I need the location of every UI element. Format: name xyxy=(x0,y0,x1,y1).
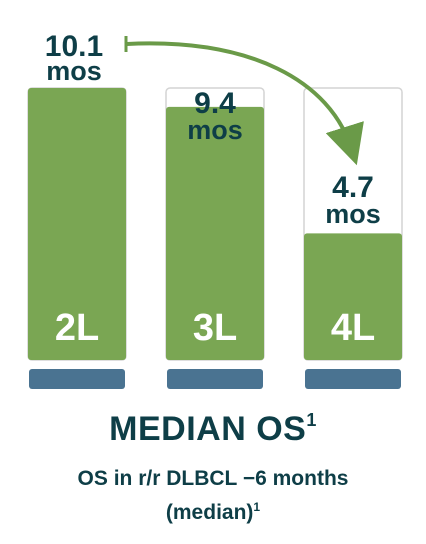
category-label-3L: 3L xyxy=(193,307,237,349)
subtitle-line-2: (median)1 xyxy=(165,500,261,524)
value-unit-label-4L: mos xyxy=(325,199,381,229)
value-label-4L: 4.7 xyxy=(332,171,374,204)
title-footnote: 1 xyxy=(306,410,317,430)
subtitle-line-1: OS in r/r DLBCL −6 months xyxy=(77,467,349,490)
chart-subtitle: OS in r/r DLBCL −6 months (median)1 xyxy=(0,464,426,527)
bar-base-2L xyxy=(29,369,125,389)
value-unit-label-3L: mos xyxy=(187,115,243,145)
value-label-2L: 10.1 xyxy=(45,30,103,63)
value-label-3L: 9.4 xyxy=(194,87,236,120)
bar-base-3L xyxy=(167,369,263,389)
decline-arrow xyxy=(125,41,364,166)
bar-4L xyxy=(304,233,402,360)
chart-title: MEDIAN OS1 xyxy=(109,410,317,448)
bar-3L xyxy=(166,106,264,360)
bar-base-4L xyxy=(305,369,401,389)
value-unit-label-2L: mos xyxy=(46,56,102,86)
category-label-4L: 4L xyxy=(331,307,375,349)
bar-2L xyxy=(28,88,126,360)
category-label-2L: 2L xyxy=(55,307,99,349)
subtitle-footnote: 1 xyxy=(253,500,261,514)
